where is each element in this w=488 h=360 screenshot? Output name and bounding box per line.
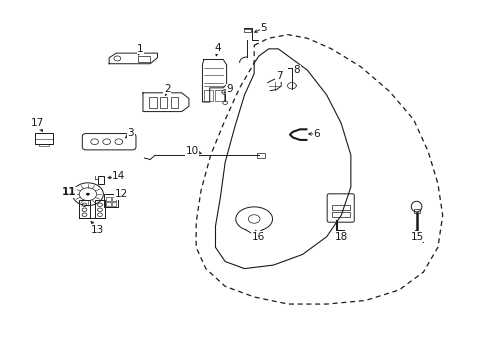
Bar [203, 90, 212, 101]
Bar [214, 90, 224, 101]
Bar [106, 197, 110, 201]
Text: 7: 7 [275, 71, 282, 81]
Text: 5: 5 [260, 23, 266, 33]
Text: 18: 18 [334, 232, 347, 242]
Bar [104, 194, 118, 207]
Bar [35, 132, 53, 144]
Bar [112, 197, 116, 201]
Circle shape [86, 193, 90, 195]
Text: 16: 16 [251, 232, 264, 242]
Text: 3: 3 [127, 128, 134, 138]
Text: 17: 17 [31, 118, 44, 128]
Text: 12: 12 [114, 189, 127, 199]
Text: 13: 13 [91, 225, 104, 235]
Text: 6: 6 [313, 129, 320, 139]
Bar [97, 176, 104, 184]
Bar [170, 98, 178, 108]
Bar [243, 29, 250, 32]
Bar [79, 200, 90, 218]
Bar [332, 205, 349, 210]
Text: 2: 2 [163, 84, 170, 94]
Bar [160, 98, 167, 108]
Bar [332, 212, 349, 217]
Text: 14: 14 [112, 171, 125, 181]
Bar [112, 202, 116, 206]
Text: 10: 10 [185, 146, 199, 156]
Text: 11: 11 [62, 188, 77, 197]
Bar [138, 55, 150, 62]
Text: 4: 4 [214, 43, 221, 53]
Text: 1: 1 [137, 44, 143, 54]
Text: 9: 9 [226, 84, 233, 94]
Bar [95, 200, 105, 218]
Bar [39, 144, 49, 146]
Text: 15: 15 [410, 232, 423, 242]
Bar [413, 209, 419, 213]
Bar [106, 202, 110, 206]
Text: 8: 8 [293, 65, 300, 75]
Bar [149, 98, 156, 108]
Bar [256, 153, 265, 158]
